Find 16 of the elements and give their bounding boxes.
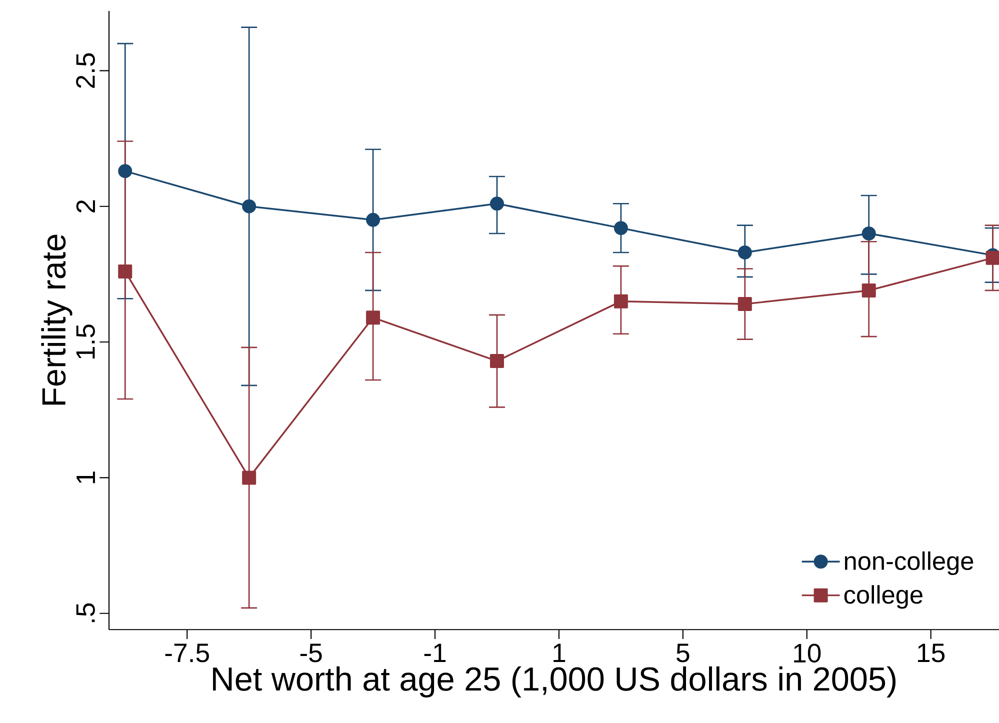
y-tick-label: 1.5 (76, 324, 95, 359)
x-axis-title: Net worth at age 25 (1,000 US dollars in 2005) (213, 666, 896, 698)
legend-label: college (844, 585, 922, 609)
text: -5 (300, 644, 322, 662)
text: -1 (424, 644, 446, 662)
text: 10 (794, 644, 821, 663)
y-tick-label: .5 (76, 603, 95, 622)
legend-label: non-college (844, 551, 974, 576)
text: 15 (918, 644, 945, 662)
y-tick-label: 2 (76, 200, 95, 212)
y-axis-title: Fertility rate (41, 234, 72, 405)
text: 5 (676, 644, 690, 662)
text: 1 (554, 644, 566, 662)
y-tick-label: 1 (76, 472, 95, 484)
text: -7.5 (165, 644, 209, 662)
y-tick-label: 2.5 (76, 53, 95, 88)
